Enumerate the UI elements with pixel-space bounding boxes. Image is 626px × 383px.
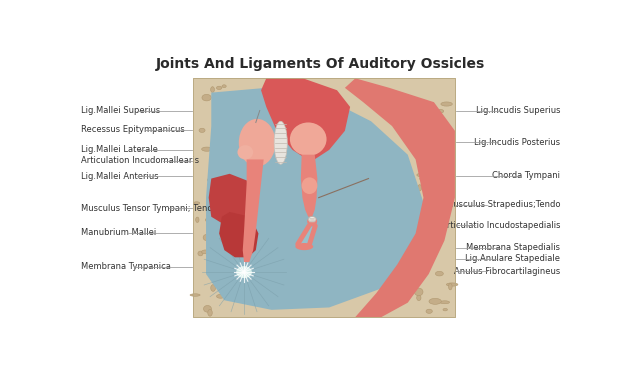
Ellipse shape — [203, 306, 212, 312]
Ellipse shape — [205, 218, 213, 223]
Ellipse shape — [423, 206, 433, 210]
Ellipse shape — [437, 223, 440, 228]
Polygon shape — [208, 174, 256, 226]
Ellipse shape — [440, 301, 449, 304]
Ellipse shape — [214, 280, 224, 284]
Ellipse shape — [225, 220, 233, 224]
Ellipse shape — [417, 173, 427, 177]
Ellipse shape — [207, 178, 214, 182]
Ellipse shape — [199, 128, 205, 133]
Ellipse shape — [416, 253, 425, 257]
Ellipse shape — [202, 250, 210, 254]
Text: Articulation Incudomallearis: Articulation Incudomallearis — [81, 156, 198, 165]
Ellipse shape — [210, 157, 219, 160]
Ellipse shape — [221, 271, 227, 275]
Bar — [193, 78, 455, 317]
Ellipse shape — [424, 152, 436, 160]
Ellipse shape — [227, 280, 235, 282]
Ellipse shape — [236, 266, 252, 278]
Ellipse shape — [217, 86, 222, 90]
Ellipse shape — [433, 114, 442, 121]
Ellipse shape — [217, 295, 224, 298]
Ellipse shape — [193, 202, 200, 204]
Text: Membrana Stapedialis: Membrana Stapedialis — [466, 243, 560, 252]
Text: Lig.Incudis Posterius: Lig.Incudis Posterius — [474, 138, 560, 147]
Ellipse shape — [426, 226, 436, 230]
Ellipse shape — [449, 283, 452, 290]
Polygon shape — [301, 155, 317, 217]
Text: Chorda Tympani: Chorda Tympani — [492, 171, 560, 180]
Polygon shape — [206, 88, 423, 310]
Text: Lig.Mallei Laterale: Lig.Mallei Laterale — [81, 146, 158, 154]
Ellipse shape — [203, 234, 210, 241]
Ellipse shape — [295, 243, 313, 250]
Ellipse shape — [290, 123, 327, 156]
Ellipse shape — [211, 87, 215, 92]
Ellipse shape — [202, 94, 211, 101]
Text: Lig.Anulare Stapediale: Lig.Anulare Stapediale — [465, 254, 560, 263]
Ellipse shape — [441, 102, 453, 106]
Text: Manubrium Mallei: Manubrium Mallei — [81, 229, 156, 237]
Ellipse shape — [436, 109, 444, 113]
Polygon shape — [243, 159, 264, 262]
Ellipse shape — [429, 298, 441, 304]
Polygon shape — [219, 212, 259, 257]
Ellipse shape — [208, 309, 212, 316]
Ellipse shape — [196, 217, 199, 223]
Ellipse shape — [202, 147, 212, 151]
Ellipse shape — [418, 185, 422, 191]
Ellipse shape — [446, 283, 458, 286]
Bar — [193, 78, 455, 317]
Text: Recessus Epitympanicus: Recessus Epitympanicus — [81, 125, 184, 134]
Ellipse shape — [211, 285, 215, 291]
Ellipse shape — [212, 193, 220, 196]
Ellipse shape — [414, 288, 423, 296]
Text: Articulatio Incudostapedialis: Articulatio Incudostapedialis — [441, 221, 560, 229]
Ellipse shape — [222, 85, 226, 88]
Polygon shape — [299, 227, 315, 244]
Text: Joints And Ligaments Of Auditory Ossicles: Joints And Ligaments Of Auditory Ossicle… — [156, 57, 485, 71]
Ellipse shape — [441, 198, 446, 205]
Ellipse shape — [421, 226, 431, 228]
Text: Anulus Fibrocartilagineus: Anulus Fibrocartilagineus — [454, 267, 560, 276]
Ellipse shape — [215, 267, 218, 270]
Ellipse shape — [307, 217, 317, 226]
Ellipse shape — [230, 277, 233, 282]
Ellipse shape — [423, 135, 431, 140]
Text: Musculus Tensor Tympani; Tendo: Musculus Tensor Tympani; Tendo — [81, 204, 217, 213]
Text: Lig.Mallei Superius: Lig.Mallei Superius — [81, 106, 160, 115]
Text: Lig.Incudis Superius: Lig.Incudis Superius — [476, 106, 560, 115]
Ellipse shape — [426, 251, 435, 257]
Ellipse shape — [418, 264, 428, 266]
Ellipse shape — [228, 293, 231, 298]
Text: Membrana Tynpanica: Membrana Tynpanica — [81, 262, 170, 272]
Ellipse shape — [190, 294, 200, 296]
Ellipse shape — [237, 145, 253, 159]
Ellipse shape — [417, 295, 421, 301]
Ellipse shape — [441, 222, 446, 228]
Ellipse shape — [431, 146, 437, 149]
Ellipse shape — [302, 177, 317, 194]
Ellipse shape — [426, 158, 431, 160]
Ellipse shape — [308, 216, 316, 222]
Ellipse shape — [413, 218, 417, 222]
Polygon shape — [261, 78, 350, 162]
Ellipse shape — [198, 251, 203, 256]
Ellipse shape — [239, 119, 275, 167]
Ellipse shape — [436, 271, 443, 276]
Ellipse shape — [438, 141, 444, 146]
Polygon shape — [345, 78, 455, 317]
Text: Lig.Mallei Anterius: Lig.Mallei Anterius — [81, 172, 158, 181]
Ellipse shape — [216, 194, 223, 198]
Ellipse shape — [274, 121, 287, 164]
Ellipse shape — [419, 177, 429, 180]
Text: Musculus Strapedius;Tendo: Musculus Strapedius;Tendo — [446, 200, 560, 210]
Ellipse shape — [443, 308, 448, 311]
Ellipse shape — [426, 309, 433, 313]
Ellipse shape — [225, 126, 232, 131]
Ellipse shape — [229, 111, 234, 116]
